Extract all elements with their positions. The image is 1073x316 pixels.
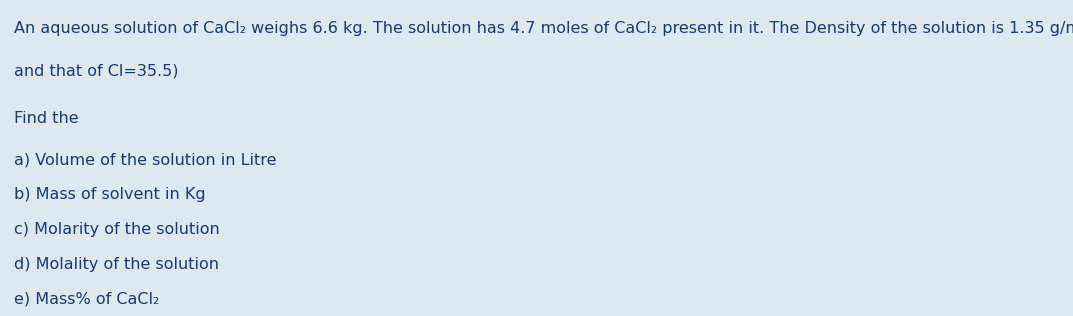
Text: and that of Cl=35.5): and that of Cl=35.5)	[14, 64, 178, 79]
Text: c) Molarity of the solution: c) Molarity of the solution	[14, 222, 220, 237]
Text: a) Volume of the solution in Litre: a) Volume of the solution in Litre	[14, 152, 277, 167]
Text: An aqueous solution of CaCl₂ weighs 6.6 kg. The solution has 4.7 moles of CaCl₂ : An aqueous solution of CaCl₂ weighs 6.6 …	[14, 21, 1073, 36]
Text: e) Mass% of CaCl₂: e) Mass% of CaCl₂	[14, 291, 159, 306]
Text: Find the: Find the	[14, 111, 78, 126]
Text: d) Molality of the solution: d) Molality of the solution	[14, 257, 219, 271]
Text: b) Mass of solvent in Kg: b) Mass of solvent in Kg	[14, 187, 206, 202]
